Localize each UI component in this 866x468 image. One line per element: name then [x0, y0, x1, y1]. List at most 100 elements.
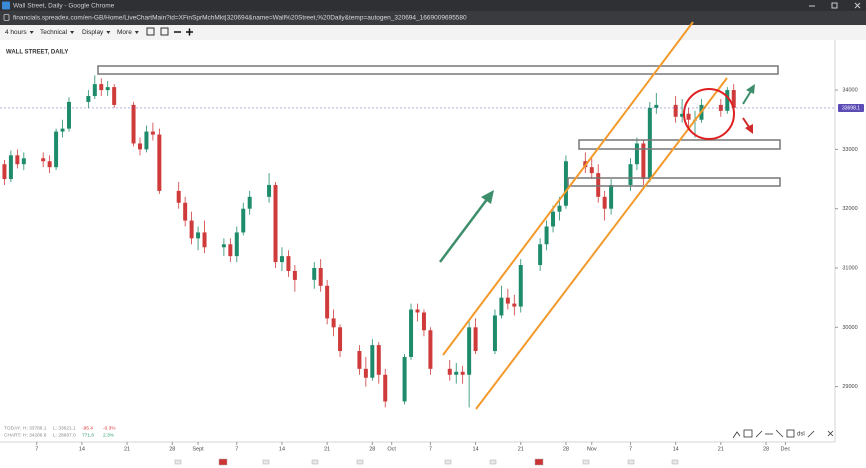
menu-caret [70, 31, 75, 34]
title-bar [0, 0, 866, 11]
tool-icon[interactable] [775, 429, 784, 438]
x-tick-label: 21 [718, 446, 724, 452]
x-tick-label: 28 [369, 446, 375, 452]
candle-body [680, 113, 685, 117]
tool-icon[interactable] [743, 429, 753, 438]
candle-body [602, 196, 607, 209]
candle-body [402, 356, 407, 402]
maximize[interactable] [831, 2, 838, 9]
candle-body [202, 232, 207, 248]
candle-body [551, 211, 556, 227]
candle-body [609, 184, 614, 209]
open-icon[interactable] [146, 27, 155, 36]
toolbar [0, 25, 866, 40]
zoom-in[interactable] [186, 28, 193, 36]
down-arrow [742, 117, 750, 128]
event-marker [671, 459, 679, 465]
event-marker [262, 459, 270, 465]
annotations [97, 21, 781, 410]
candle-body [286, 256, 291, 271]
info-text: CHART: [4, 432, 21, 438]
last-price-tag [838, 103, 864, 112]
event-marker [582, 459, 590, 465]
candle-body [60, 128, 65, 132]
candle-body [131, 104, 136, 144]
candle-body [8, 155, 13, 180]
candle-body [654, 104, 659, 108]
highlight-circle [683, 88, 735, 140]
x-tick-label: 14 [473, 446, 479, 452]
candle-body [41, 158, 46, 162]
x-tick-label: Oct [387, 446, 396, 452]
menu-item[interactable]: Display [82, 29, 104, 36]
candle-body [673, 104, 678, 117]
menu-caret [29, 31, 34, 34]
menu-item[interactable]: More [117, 29, 132, 36]
candle-body [596, 173, 601, 197]
candle-body [189, 220, 194, 239]
x-tick-label: 14 [673, 446, 679, 452]
tool-label[interactable]: dsl [797, 432, 805, 438]
candle-body [196, 232, 201, 239]
candle-body [725, 90, 730, 111]
x-tick-label: Dec [780, 446, 790, 452]
candle-body [421, 312, 426, 331]
event-marker [627, 459, 635, 465]
candle-body [331, 318, 336, 328]
candle-body [376, 345, 381, 375]
candle-body [428, 330, 433, 369]
close[interactable] [854, 2, 861, 9]
candle-body [92, 84, 97, 97]
url[interactable]: financials.spreadex.com/en-GB/Home/LiveC… [13, 15, 467, 22]
candle-body [105, 87, 110, 91]
candle-body [499, 297, 504, 316]
tool-icon[interactable] [755, 430, 763, 438]
info-text: L: 33621.1 [53, 425, 76, 431]
toolbar-items: 4 hours Technical Display More [5, 29, 139, 36]
candle-body [505, 297, 510, 304]
candle-body [241, 208, 246, 233]
candle-body [518, 265, 523, 307]
candle-body [144, 131, 149, 150]
x-tick-label: 7 [629, 446, 632, 452]
arrow-head [746, 84, 755, 94]
chart-title: WALL STREET, DAILY [6, 50, 68, 56]
menu-item[interactable]: Technical [40, 29, 68, 36]
candle-body [512, 303, 517, 307]
x-tick-label: 21 [324, 446, 330, 452]
chart-area [0, 40, 866, 468]
candle-body [544, 226, 549, 245]
event-marker [311, 459, 319, 465]
tool-icon[interactable] [827, 430, 834, 437]
save-icon[interactable] [160, 27, 169, 36]
event-marker [444, 459, 452, 465]
arrow-head [481, 190, 494, 204]
menu-caret [134, 31, 139, 34]
candle-body [467, 327, 472, 375]
candle-body [21, 158, 26, 165]
lock-icon [3, 14, 10, 21]
trend-arrow [439, 197, 489, 263]
x-tick-label: 14 [79, 446, 85, 452]
flag [534, 458, 544, 466]
event-marker [489, 459, 497, 465]
candle-body [647, 107, 652, 180]
y-tick-label: 31000 [842, 265, 857, 271]
candle-body [370, 345, 375, 378]
x-tick-label: 21 [518, 446, 524, 452]
menu-item[interactable]: 4 hours [5, 29, 27, 36]
tool-icon[interactable] [732, 431, 741, 439]
address-bar[interactable] [0, 11, 866, 25]
last-price-label: 33698.1 [842, 106, 860, 112]
candle-body [538, 244, 543, 266]
candle-body [150, 131, 155, 135]
candle-body [686, 113, 691, 120]
x-tick-label: 28 [169, 446, 175, 452]
tool-icon[interactable] [807, 430, 815, 438]
event-marker [356, 459, 364, 465]
y-tick-label: 33000 [842, 147, 857, 153]
zone-box [567, 177, 781, 187]
candle-body [176, 190, 181, 203]
tool-icon[interactable] [786, 429, 795, 438]
